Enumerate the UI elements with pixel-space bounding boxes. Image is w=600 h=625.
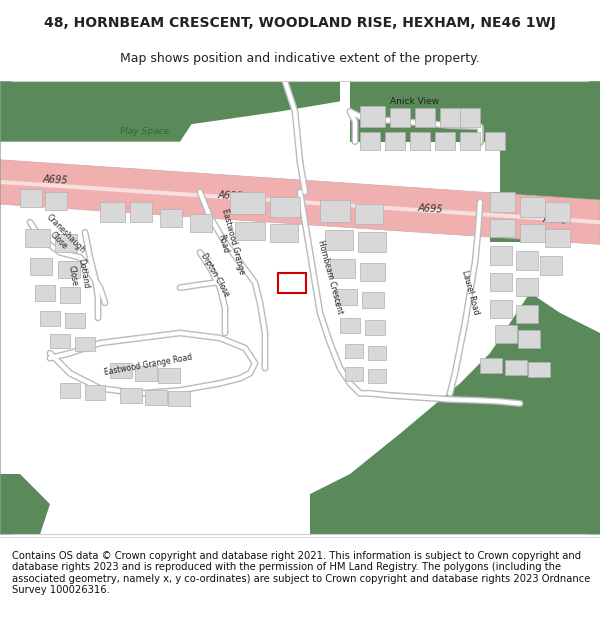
Bar (50, 334, 70, 348)
Bar (25, 229, 50, 248)
Bar (65, 313, 85, 328)
Text: A695: A695 (417, 203, 443, 214)
Text: Anick View: Anick View (391, 97, 440, 106)
Bar (358, 232, 386, 253)
Polygon shape (500, 142, 600, 212)
Bar (355, 204, 383, 224)
Bar (362, 292, 384, 308)
Bar (35, 284, 55, 301)
Bar (505, 360, 527, 375)
Text: Laurel Road: Laurel Road (460, 269, 480, 316)
Bar (490, 219, 515, 238)
Bar (516, 278, 538, 296)
Bar (30, 259, 52, 274)
Bar (158, 368, 180, 383)
Bar (60, 383, 80, 399)
Bar (100, 202, 125, 222)
Bar (545, 229, 570, 248)
Bar (410, 132, 430, 150)
Bar (516, 251, 538, 269)
Text: Map shows position and indicative extent of the property.: Map shows position and indicative extent… (120, 52, 480, 65)
Bar (360, 132, 380, 150)
Bar (270, 224, 298, 243)
Bar (168, 391, 190, 406)
Bar (368, 369, 386, 383)
Bar (480, 358, 502, 373)
Bar (60, 287, 80, 302)
Bar (340, 318, 360, 333)
Bar (110, 363, 132, 378)
Polygon shape (0, 160, 600, 244)
Bar (40, 311, 60, 326)
Text: Dipton Close: Dipton Close (199, 251, 231, 298)
Text: Hornbeam Crescent: Hornbeam Crescent (316, 239, 344, 316)
Bar (75, 337, 95, 351)
Bar (230, 192, 265, 214)
Bar (278, 272, 306, 292)
Bar (460, 109, 480, 126)
Bar (490, 246, 512, 264)
Bar (190, 214, 212, 232)
Bar (495, 325, 517, 343)
Bar (490, 300, 512, 318)
Bar (360, 106, 385, 126)
Bar (145, 391, 167, 406)
Bar (325, 230, 353, 251)
Text: Eastwood Grange
Road: Eastwood Grange Road (210, 208, 246, 278)
Polygon shape (350, 81, 600, 142)
Bar (435, 132, 455, 150)
Text: 48, HORNBEAM CRESCENT, WOODLAND RISE, HEXHAM, NE46 1WJ: 48, HORNBEAM CRESCENT, WOODLAND RISE, HE… (44, 16, 556, 30)
Polygon shape (0, 180, 600, 224)
Bar (345, 344, 363, 358)
Polygon shape (0, 81, 220, 142)
Text: A695: A695 (542, 214, 568, 226)
Bar (365, 320, 385, 335)
Bar (460, 132, 480, 150)
Bar (345, 368, 363, 381)
Bar (490, 192, 515, 212)
Bar (330, 259, 355, 278)
Bar (120, 388, 142, 404)
Bar (335, 289, 357, 305)
Bar (520, 197, 545, 217)
Polygon shape (130, 81, 340, 132)
Bar (528, 362, 550, 378)
Bar (390, 109, 410, 126)
Bar (45, 192, 67, 210)
Bar (520, 224, 545, 243)
Text: A695: A695 (217, 189, 243, 201)
Text: Contains OS data © Crown copyright and database right 2021. This information is : Contains OS data © Crown copyright and d… (12, 551, 590, 596)
Bar (160, 209, 182, 227)
Bar (516, 305, 538, 323)
Bar (270, 197, 300, 217)
Polygon shape (0, 474, 50, 534)
Bar (58, 261, 80, 278)
Bar (55, 234, 77, 253)
Bar (518, 330, 540, 348)
Bar (540, 256, 562, 274)
Polygon shape (490, 192, 540, 242)
Text: Play Space: Play Space (121, 127, 170, 136)
Bar (385, 132, 405, 150)
Bar (415, 109, 435, 126)
Text: Craneshaugh
Close: Craneshaugh Close (37, 213, 87, 262)
Bar (320, 200, 350, 222)
Bar (135, 366, 157, 381)
Text: A695: A695 (42, 174, 68, 186)
Bar (20, 189, 42, 207)
Bar (485, 132, 505, 150)
Bar (85, 386, 105, 401)
Bar (490, 272, 512, 291)
Text: Eastwood Grange Road: Eastwood Grange Road (103, 353, 193, 377)
Bar (360, 262, 385, 281)
Bar (130, 202, 152, 222)
Bar (235, 222, 265, 241)
Text: Dotland
Close: Dotland Close (66, 258, 90, 291)
Polygon shape (310, 292, 600, 534)
Bar (545, 202, 570, 222)
Bar (440, 109, 460, 126)
Bar (368, 346, 386, 360)
